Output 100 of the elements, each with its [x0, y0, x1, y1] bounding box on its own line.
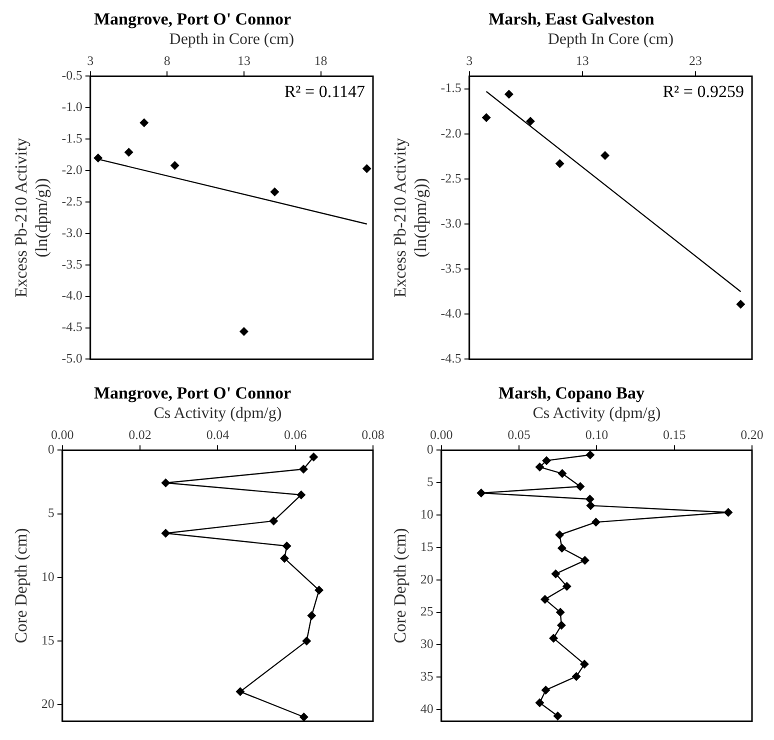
point	[302, 636, 312, 646]
point	[535, 698, 544, 708]
point	[236, 687, 245, 696]
y-tick-label: 10	[41, 568, 54, 584]
point	[476, 488, 486, 498]
y-tick-label: -4.5	[440, 350, 462, 366]
point	[140, 118, 149, 128]
x-tick-label: 0.20	[740, 426, 764, 442]
point	[555, 159, 564, 168]
point	[556, 608, 565, 617]
x-tick-label: 0.06	[284, 426, 308, 442]
point	[239, 327, 248, 336]
point	[553, 712, 562, 721]
y-axis-title: Excess Pb-210 Activity (ln(dpm/g))	[390, 137, 430, 298]
chart-title: Marsh, East Galveston	[488, 10, 655, 29]
chart-title: Mangrove, Port O' Connor	[94, 384, 292, 403]
point	[299, 712, 308, 722]
point	[586, 501, 596, 510]
point	[724, 508, 733, 517]
x-axis-title: Cs Activity (dpm/g)	[154, 405, 282, 422]
y-tick-label: 15	[41, 632, 54, 648]
point	[314, 586, 324, 595]
x-tick-label: 0.08	[362, 426, 384, 442]
y-tick-label: 20	[41, 696, 54, 712]
point	[557, 544, 566, 553]
point	[556, 620, 566, 630]
point	[299, 464, 308, 474]
y-tick-label: -5.0	[62, 350, 82, 366]
y-tick-label: -3.0	[62, 224, 82, 240]
x-tick-label: 13	[237, 52, 250, 68]
point	[504, 90, 514, 99]
x-tick-label: 0.10	[585, 426, 608, 442]
y-tick-label: -2.5	[440, 170, 462, 186]
point	[282, 542, 292, 551]
point	[736, 300, 746, 309]
point	[551, 569, 560, 578]
x-tick-label: 0.00	[430, 426, 453, 442]
y-axis-title: Core Depth (cm)	[12, 528, 31, 644]
y-tick-label: -0.5	[62, 68, 82, 83]
point	[270, 187, 280, 196]
point	[94, 153, 103, 162]
x-tick-label: 13	[576, 52, 589, 68]
y-tick-label: -3.5	[62, 256, 82, 272]
y-tick-label: -4.0	[440, 306, 462, 321]
y-tick-label: 40	[420, 700, 434, 716]
point	[280, 554, 289, 563]
y-tick-label: -2.0	[440, 125, 462, 140]
x-tick-label: 0.04	[206, 426, 230, 442]
x-axis-title: Depth In Core (cm)	[548, 31, 674, 48]
point	[124, 148, 134, 157]
y-tick-label: -2.0	[62, 162, 82, 177]
point	[585, 494, 594, 504]
point	[161, 528, 170, 538]
x-axis-title: Cs Activity (dpm/g)	[532, 405, 661, 422]
x-tick-label: 18	[314, 52, 328, 68]
y-tick-label: 5	[48, 505, 54, 520]
point	[580, 660, 589, 669]
annotation: R² = 0.9259	[662, 82, 744, 102]
y-tick-label: 0	[48, 442, 54, 457]
y-tick-label: 15	[420, 538, 434, 554]
point	[591, 518, 600, 527]
y-tick-label: 20	[420, 571, 434, 586]
point	[580, 556, 590, 565]
y-axis-title: Core Depth (cm)	[390, 528, 410, 644]
chart-title: Marsh, Copano Bay	[498, 384, 645, 403]
y-tick-label: -4.5	[62, 319, 82, 334]
x-axis-title: Depth in Core (cm)	[169, 31, 294, 48]
y-tick-label: -2.5	[62, 193, 82, 208]
y-tick-label: -4.0	[62, 288, 82, 303]
y-tick-label: -3.5	[440, 260, 462, 276]
y-tick-label: -1.5	[440, 80, 462, 96]
point	[572, 672, 581, 681]
x-tick-label: 3	[466, 52, 473, 68]
point	[309, 452, 318, 462]
point	[362, 164, 372, 174]
x-tick-label: 0.00	[51, 426, 74, 442]
point	[269, 516, 278, 526]
y-tick-label: -1.5	[62, 130, 82, 146]
y-axis-title: Excess Pb-210 Activity (ln(dpm/g))	[12, 137, 52, 298]
x-tick-label: 0.15	[662, 426, 686, 442]
point	[558, 469, 567, 478]
x-tick-label: 8	[164, 52, 170, 68]
point	[307, 611, 316, 620]
point	[482, 113, 491, 122]
y-tick-label: 25	[420, 604, 434, 619]
point	[549, 634, 558, 643]
x-tick-label: 0.05	[508, 426, 530, 442]
point	[535, 462, 544, 472]
x-tick-label: 23	[688, 52, 702, 68]
point	[540, 594, 550, 604]
y-tick-label: 10	[420, 506, 434, 522]
y-tick-label: 5	[426, 474, 434, 490]
point	[562, 582, 572, 591]
y-tick-label: -3.0	[440, 215, 462, 230]
point	[555, 530, 564, 540]
point	[296, 490, 306, 500]
point	[576, 482, 585, 492]
y-tick-label: 30	[420, 636, 434, 652]
x-tick-label: 0.02	[128, 426, 152, 442]
chart-title: Mangrove, Port O' Connor	[94, 10, 292, 29]
